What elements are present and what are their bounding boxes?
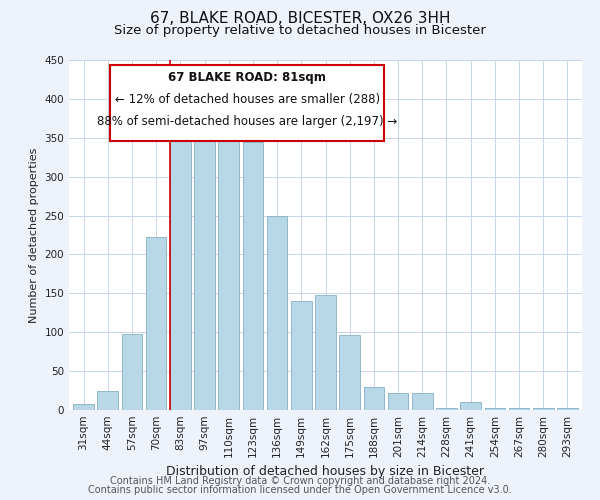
Text: Contains public sector information licensed under the Open Government Licence v3: Contains public sector information licen… bbox=[88, 485, 512, 495]
Bar bbox=[73, 404, 94, 410]
Bar bbox=[340, 334, 360, 410]
Bar bbox=[315, 295, 336, 410]
Text: Contains HM Land Registry data © Crown copyright and database right 2024.: Contains HM Land Registry data © Crown c… bbox=[110, 476, 490, 486]
Bar bbox=[388, 393, 409, 410]
Bar bbox=[364, 386, 384, 410]
Bar bbox=[412, 393, 433, 410]
FancyBboxPatch shape bbox=[110, 66, 385, 140]
Bar bbox=[97, 390, 118, 410]
Bar bbox=[242, 142, 263, 410]
Bar bbox=[146, 238, 166, 410]
Text: 67, BLAKE ROAD, BICESTER, OX26 3HH: 67, BLAKE ROAD, BICESTER, OX26 3HH bbox=[150, 11, 450, 26]
Bar bbox=[509, 408, 529, 410]
Bar bbox=[218, 132, 239, 410]
Text: 88% of semi-detached houses are larger (2,197) →: 88% of semi-detached houses are larger (… bbox=[97, 116, 397, 128]
X-axis label: Distribution of detached houses by size in Bicester: Distribution of detached houses by size … bbox=[167, 466, 485, 478]
Bar bbox=[122, 334, 142, 410]
Bar bbox=[194, 126, 215, 410]
Bar bbox=[436, 408, 457, 410]
Bar bbox=[557, 408, 578, 410]
Text: 67 BLAKE ROAD: 81sqm: 67 BLAKE ROAD: 81sqm bbox=[169, 71, 326, 84]
Text: ← 12% of detached houses are smaller (288): ← 12% of detached houses are smaller (28… bbox=[115, 94, 380, 106]
Bar bbox=[291, 301, 311, 410]
Y-axis label: Number of detached properties: Number of detached properties bbox=[29, 148, 39, 322]
Bar bbox=[485, 408, 505, 410]
Bar bbox=[460, 402, 481, 410]
Bar bbox=[533, 408, 554, 410]
Text: Size of property relative to detached houses in Bicester: Size of property relative to detached ho… bbox=[114, 24, 486, 37]
Bar bbox=[170, 132, 191, 410]
Bar bbox=[267, 216, 287, 410]
